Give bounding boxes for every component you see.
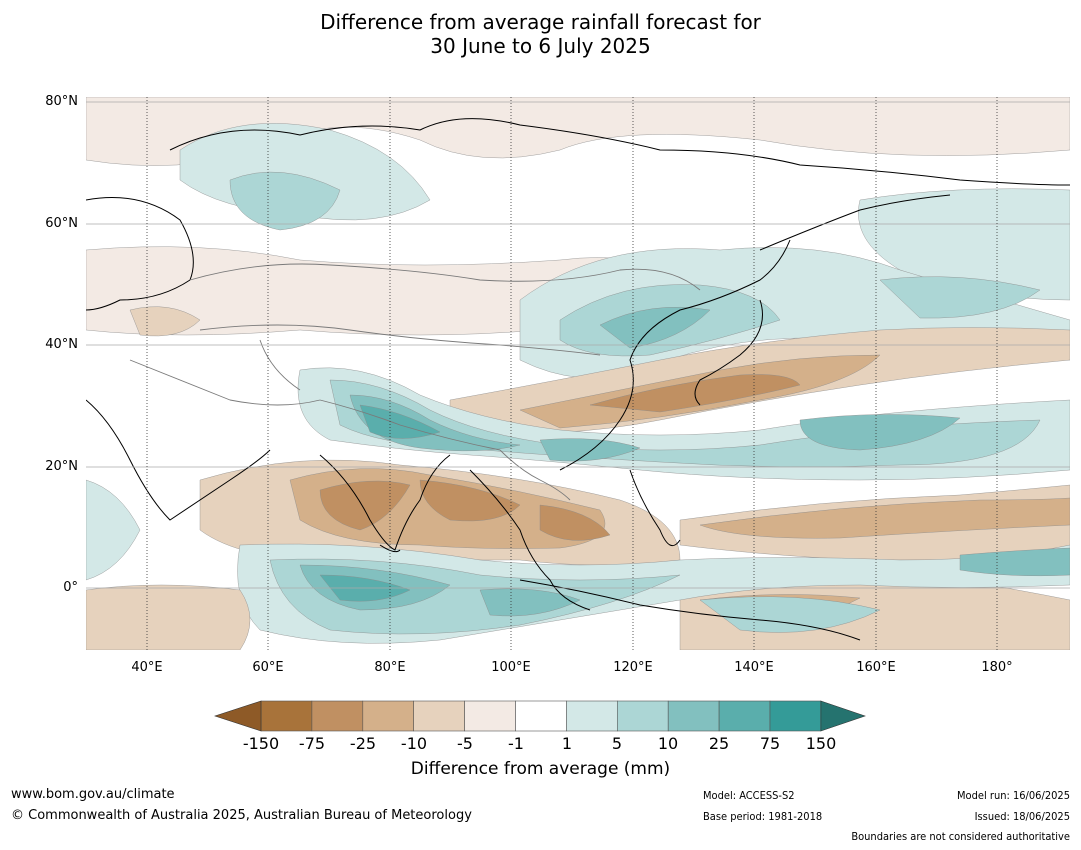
footer-base-period: Base period: 1981-2018 bbox=[703, 810, 823, 823]
east-asia-dry-band bbox=[449, 327, 1070, 434]
colorbar-segment bbox=[718, 700, 771, 732]
map-title-line2: 30 June to 6 July 2025 bbox=[430, 34, 651, 58]
map-field bbox=[86, 97, 1070, 650]
coastlines bbox=[86, 118, 1070, 641]
lon-label-140e: 140°E bbox=[734, 660, 774, 675]
colorbar-segment bbox=[413, 700, 465, 732]
lon-label-160e: 160°E bbox=[856, 660, 896, 675]
colorbar-label-neg25: -25 bbox=[349, 734, 377, 753]
lat-label-60n: 60°N bbox=[45, 216, 78, 231]
west-indian-ocean-shading bbox=[86, 479, 251, 650]
colorbar-label-25: 25 bbox=[708, 734, 730, 753]
colorbar-under-arrow bbox=[214, 700, 262, 732]
lat-label-40n: 40°N bbox=[45, 337, 78, 352]
colorbar-segment bbox=[260, 700, 313, 732]
footer-issued: Issued: 18/06/2025 bbox=[974, 810, 1070, 823]
lon-label-100e: 100°E bbox=[491, 660, 531, 675]
colorbar-label-75: 75 bbox=[759, 734, 781, 753]
lat-label-20n: 20°N bbox=[45, 459, 78, 474]
colorbar-label-neg10: -10 bbox=[400, 734, 428, 753]
country-borders bbox=[129, 263, 701, 501]
colorbar-segment bbox=[566, 700, 618, 732]
lon-label-120e: 120°E bbox=[613, 660, 653, 675]
indian-ocean-dry-zone bbox=[199, 459, 681, 566]
south-asia-wet-band bbox=[297, 367, 1070, 481]
colorbar-label-neg75: -75 bbox=[298, 734, 326, 753]
colorbar-segment bbox=[616, 700, 669, 732]
colorbar-label-neg150: -150 bbox=[242, 734, 280, 753]
colorbar-segment bbox=[362, 700, 414, 732]
latitude-gridlines bbox=[86, 101, 1070, 589]
colorbar bbox=[214, 700, 866, 732]
footer-url-link[interactable]: www.bom.gov.au/climate bbox=[11, 787, 175, 802]
colorbar-over-arrow bbox=[820, 700, 866, 732]
lat-label-0: 0° bbox=[63, 580, 78, 595]
colorbar-segment bbox=[769, 700, 822, 732]
lon-label-80e: 80°E bbox=[374, 660, 406, 675]
colorbar-label-neg1: -1 bbox=[508, 734, 524, 753]
footer-model: Model: ACCESS-S2 bbox=[703, 789, 795, 802]
colorbar-segment bbox=[515, 700, 567, 732]
colorbar-segment bbox=[667, 700, 720, 732]
lon-label-180: 180° bbox=[981, 660, 1013, 675]
lon-label-40e: 40°E bbox=[131, 660, 163, 675]
footer-disclaimer: Boundaries are not considered authoritat… bbox=[851, 830, 1070, 843]
colorbar-segment bbox=[464, 700, 516, 732]
longitude-gridlines bbox=[146, 97, 998, 650]
colorbar-label-10: 10 bbox=[657, 734, 679, 753]
footer-copyright: © Commonwealth of Australia 2025, Austra… bbox=[11, 808, 472, 823]
map-title-line1: Difference from average rainfall forecas… bbox=[320, 10, 761, 34]
colorbar-label-neg5: -5 bbox=[457, 734, 473, 753]
lat-label-80n: 80°N bbox=[45, 94, 78, 109]
colorbar-label-150: 150 bbox=[805, 734, 837, 753]
arctic-shading bbox=[86, 97, 1070, 301]
equatorial-wet-band bbox=[237, 543, 1070, 644]
colorbar-title: Difference from average (mm) bbox=[410, 759, 671, 779]
colorbar-label-5: 5 bbox=[611, 734, 623, 753]
footer-model-run: Model run: 16/06/2025 bbox=[957, 789, 1070, 802]
colorbar-segment bbox=[311, 700, 364, 732]
colorbar-label-1: 1 bbox=[561, 734, 573, 753]
lon-label-60e: 60°E bbox=[252, 660, 284, 675]
